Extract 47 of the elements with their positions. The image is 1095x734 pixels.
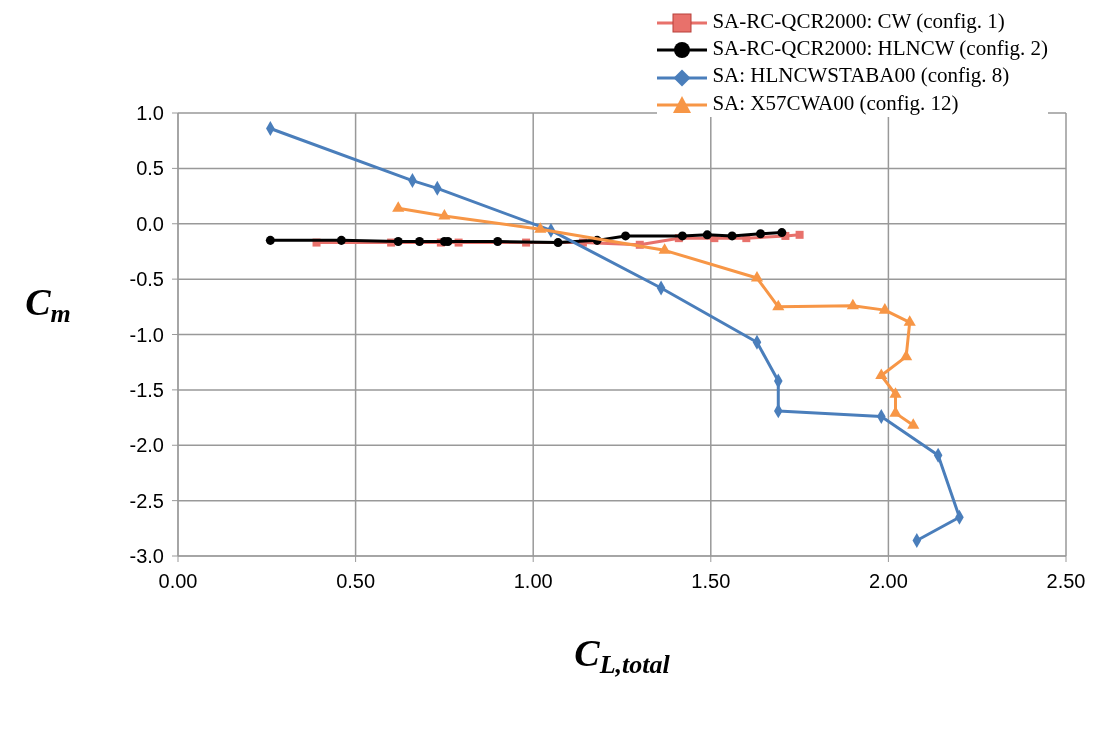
point bbox=[889, 387, 902, 398]
x-tick-label: 0.50 bbox=[336, 570, 376, 593]
point bbox=[878, 303, 891, 314]
point bbox=[750, 271, 764, 282]
y-tick-label: 1.0 bbox=[136, 102, 164, 125]
y-tick-label: -3.0 bbox=[129, 545, 164, 568]
legend-label: SA-RC-QCR2000: HLNCW (config. 2) bbox=[711, 35, 1048, 63]
point bbox=[907, 418, 920, 429]
x-axis-title: C$_{L,total}$ bbox=[574, 632, 671, 679]
y-tick-label: -1.0 bbox=[129, 323, 164, 346]
point bbox=[438, 208, 451, 220]
x-tick-label: 1.00 bbox=[513, 570, 553, 593]
y-tick-label: 0.5 bbox=[136, 157, 164, 180]
y-tick-label: -1.5 bbox=[129, 378, 164, 401]
legend-label: SA-RC-QCR2000: CW (config. 1) bbox=[711, 8, 1006, 35]
point bbox=[265, 235, 275, 245]
point bbox=[336, 235, 346, 245]
point bbox=[727, 231, 737, 241]
y-tick-label: 0.0 bbox=[136, 212, 164, 235]
point bbox=[777, 228, 787, 238]
y-axis-title: C$_{m}$ bbox=[25, 280, 71, 327]
point bbox=[393, 236, 403, 246]
point bbox=[772, 299, 785, 311]
point bbox=[392, 201, 405, 212]
point bbox=[903, 315, 916, 326]
y-tick-label: -0.5 bbox=[129, 268, 164, 291]
point bbox=[658, 243, 671, 254]
x-tick-label: 0.00 bbox=[158, 570, 198, 593]
legend-label: SA: HLNCWSTABA00 (config. 8) bbox=[711, 62, 1011, 90]
legend-label: SA: X57CWA00 (config. 12) bbox=[711, 89, 960, 117]
point bbox=[493, 236, 503, 246]
point bbox=[875, 368, 888, 379]
y-tick-label: -2.0 bbox=[129, 434, 164, 457]
x-tick-label: 2.00 bbox=[868, 570, 908, 593]
point bbox=[677, 231, 687, 241]
point bbox=[846, 298, 859, 310]
point bbox=[702, 230, 712, 240]
point bbox=[534, 222, 547, 233]
point bbox=[415, 236, 425, 246]
y-tick-label: -2.5 bbox=[129, 489, 164, 512]
x-tick-label: 2.50 bbox=[1046, 570, 1086, 593]
point bbox=[553, 238, 563, 248]
x-tick-label: 1.50 bbox=[691, 570, 731, 593]
point bbox=[621, 231, 631, 241]
point bbox=[756, 229, 766, 239]
point bbox=[795, 230, 804, 239]
point bbox=[900, 349, 913, 361]
